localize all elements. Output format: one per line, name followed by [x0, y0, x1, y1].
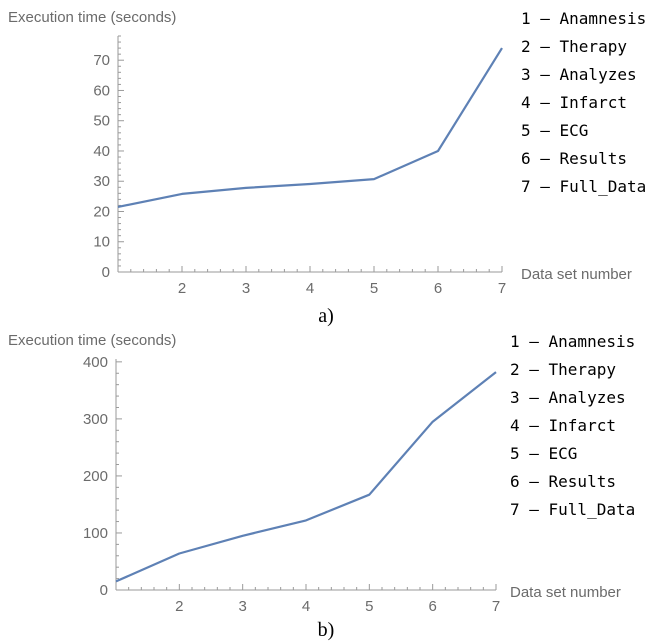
- legend-item-6: 6 – Results: [510, 472, 616, 491]
- legend-item-1: 1 – Anamnesis: [510, 332, 635, 351]
- y-tick-label: 50: [93, 113, 110, 130]
- x-tick-label: 3: [238, 598, 246, 615]
- x-tick-label: 4: [302, 598, 310, 615]
- y-tick-label: 40: [93, 143, 110, 160]
- y-axis-title: Execution time (seconds): [8, 9, 176, 26]
- y-tick-label: 70: [93, 52, 110, 69]
- x-tick-label: 6: [434, 280, 442, 297]
- panel-label: a): [318, 305, 334, 327]
- x-tick-label: 7: [492, 598, 500, 615]
- x-tick-label: 2: [175, 598, 183, 615]
- y-axis-title: Execution time (seconds): [8, 332, 176, 349]
- x-tick-label: 5: [370, 280, 378, 297]
- legend-item-6: 6 – Results: [521, 149, 627, 168]
- legend-item-2: 2 – Therapy: [521, 37, 627, 56]
- x-tick-label: 7: [498, 280, 506, 297]
- y-tick-label: 200: [83, 468, 108, 485]
- x-axis-title: Data set number: [510, 584, 621, 601]
- series-line: [117, 47, 503, 208]
- x-axis-title: Data set number: [521, 266, 632, 283]
- chart-panel-a: Execution time (seconds) Data set number…: [8, 9, 646, 327]
- x-tick-label: 3: [242, 280, 250, 297]
- x-tick-label: 6: [428, 598, 436, 615]
- legend-item-5: 5 – ECG: [510, 444, 577, 463]
- y-tick-label: 300: [83, 411, 108, 428]
- legend-item-4: 4 – Infarct: [521, 93, 627, 112]
- legend-item-1: 1 – Anamnesis: [521, 9, 646, 28]
- legend-item-2: 2 – Therapy: [510, 360, 616, 379]
- y-tick-label: 60: [93, 82, 110, 99]
- legend-item-3: 3 – Analyzes: [521, 65, 637, 84]
- legend-item-3: 3 – Analyzes: [510, 388, 626, 407]
- legend-item-7: 7 – Full_Data: [521, 177, 646, 196]
- legend-item-5: 5 – ECG: [521, 121, 588, 140]
- legend-item-4: 4 – Infarct: [510, 416, 616, 435]
- y-tick-label: 0: [100, 582, 108, 599]
- y-tick-label: 0: [102, 264, 110, 281]
- chart-panel-b: Execution time (seconds) Data set number…: [8, 332, 635, 641]
- x-tick-label: 5: [365, 598, 373, 615]
- y-tick-label: 400: [83, 354, 108, 371]
- x-tick-label: 4: [306, 280, 314, 297]
- panel-label: b): [318, 619, 335, 641]
- series-line: [115, 371, 497, 583]
- y-tick-label: 10: [93, 234, 110, 251]
- legend-item-7: 7 – Full_Data: [510, 500, 635, 519]
- y-tick-label: 30: [93, 173, 110, 190]
- x-tick-label: 2: [178, 280, 186, 297]
- y-tick-label: 100: [83, 525, 108, 542]
- legend: 1 – Anamnesis 2 – Therapy 3 – Analyzes 4…: [521, 9, 646, 196]
- y-tick-label: 20: [93, 203, 110, 220]
- legend: 1 – Anamnesis 2 – Therapy 3 – Analyzes 4…: [510, 332, 635, 519]
